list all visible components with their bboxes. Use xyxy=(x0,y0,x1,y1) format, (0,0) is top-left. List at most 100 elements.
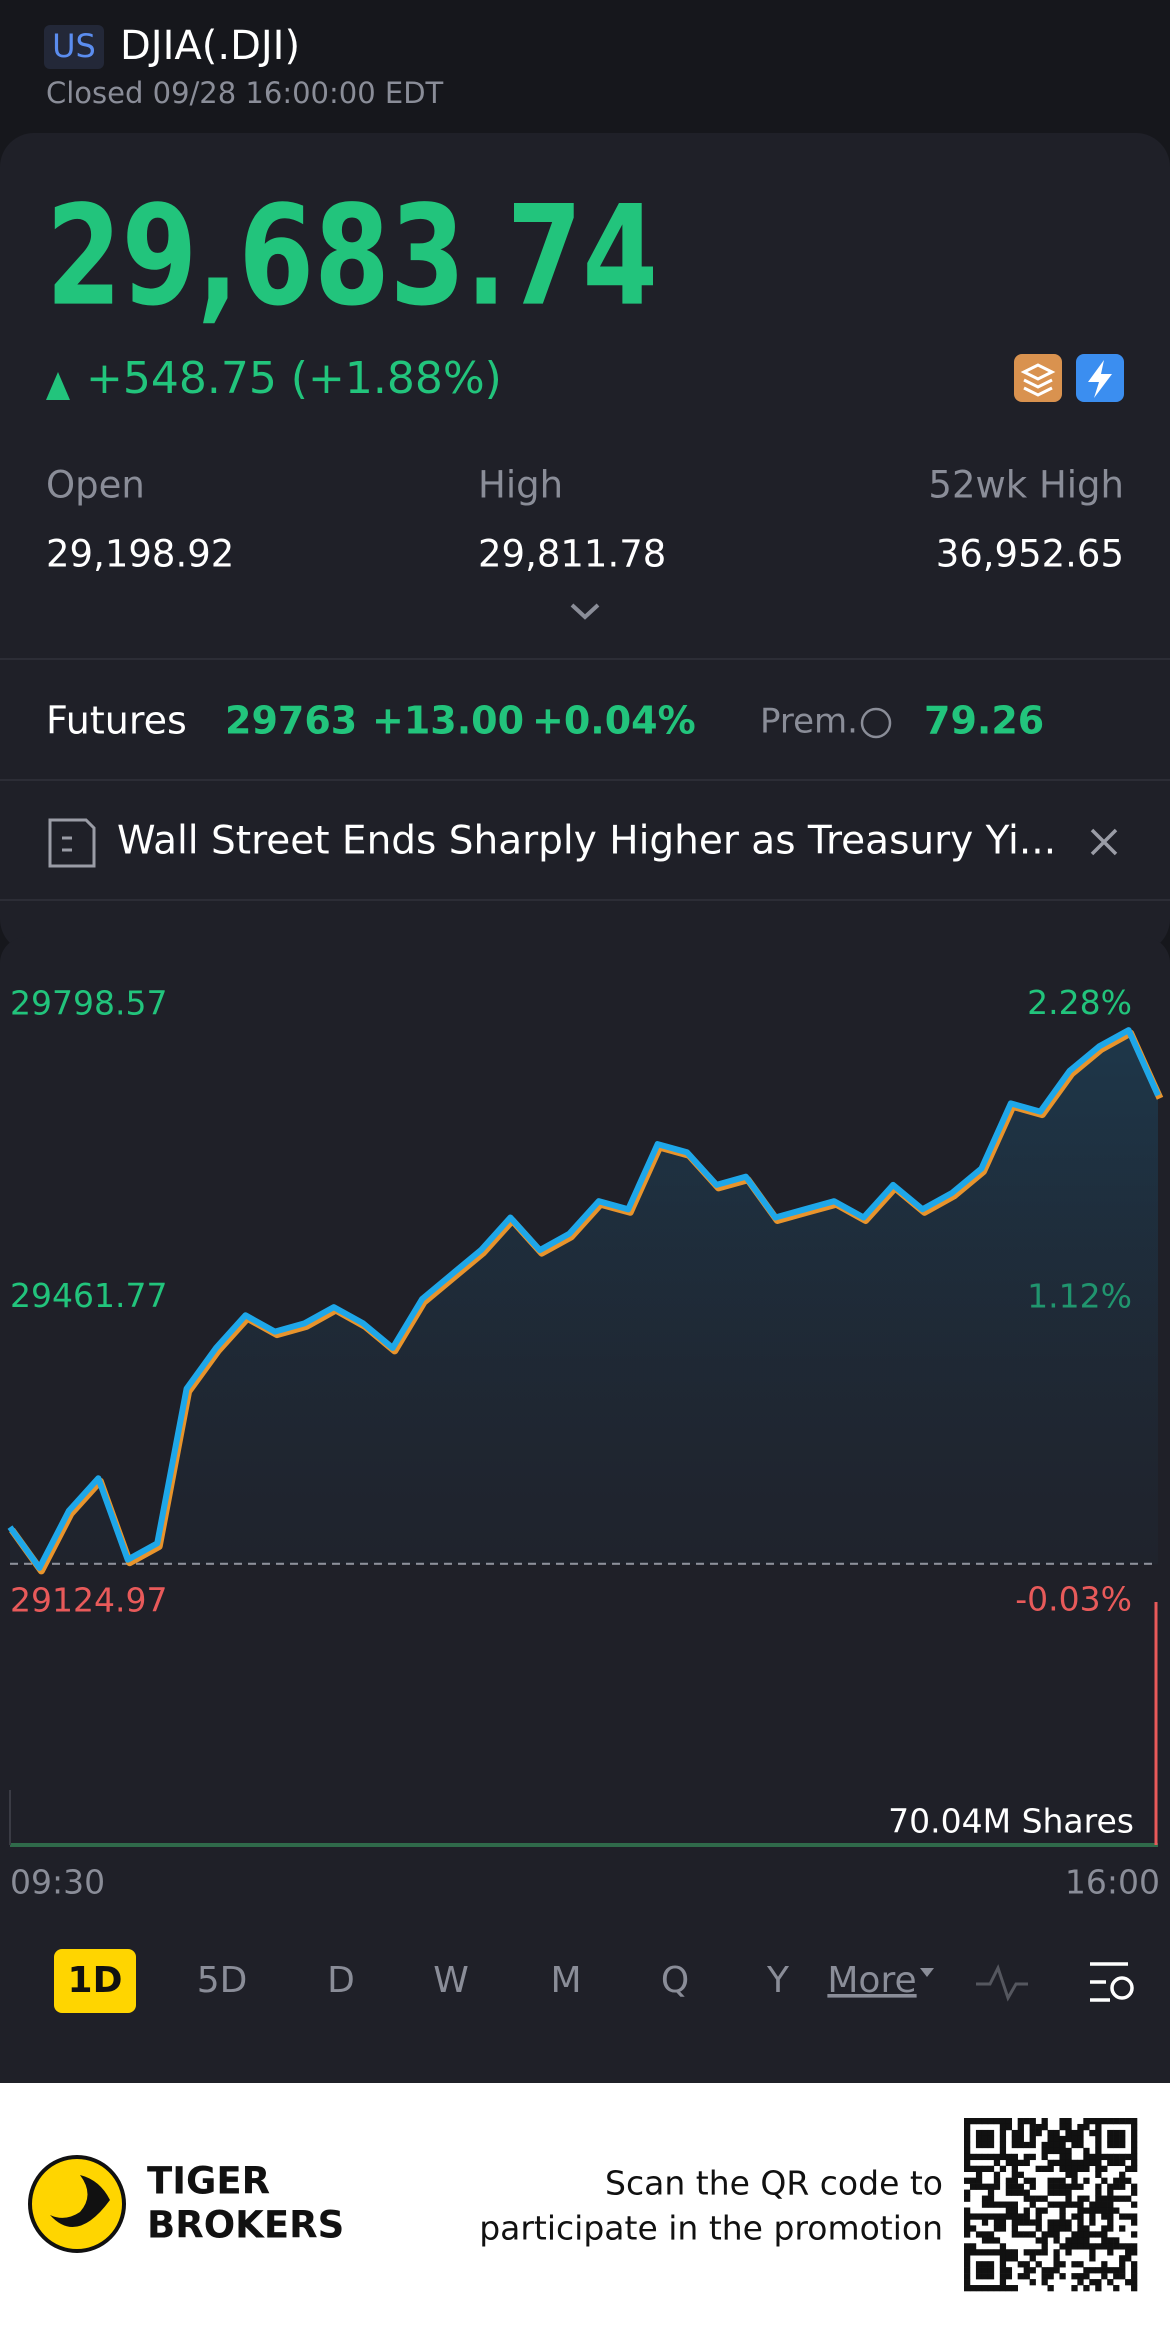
qr-module xyxy=(1077,2159,1084,2167)
qr-module xyxy=(1059,2261,1066,2268)
period-tab[interactable]: W xyxy=(433,1960,469,2001)
qr-module xyxy=(1089,2213,1096,2220)
period-tab[interactable]: More xyxy=(827,1960,916,2001)
qr-module xyxy=(969,2183,977,2190)
qr-module xyxy=(1083,2267,1090,2274)
news-close[interactable] xyxy=(1090,828,1118,856)
period-tab[interactable]: 5D xyxy=(197,1960,248,2001)
settings-icon[interactable] xyxy=(1090,1962,1128,2002)
qr-module xyxy=(1059,2189,1066,2196)
qr-module xyxy=(1107,2249,1114,2256)
qr-module xyxy=(1065,2165,1072,2172)
qr-module xyxy=(1017,2159,1024,2167)
qr-module xyxy=(975,2171,983,2178)
expand-chevron[interactable] xyxy=(570,603,600,620)
qr-module xyxy=(1113,2243,1120,2250)
qr-module xyxy=(1065,2249,1072,2256)
qr-module xyxy=(969,2118,977,2125)
qr-module xyxy=(1059,2123,1066,2131)
qr-module xyxy=(999,2213,1007,2220)
qr-module xyxy=(1071,2141,1078,2149)
qr-module xyxy=(1029,2118,1036,2125)
qr-module xyxy=(993,2285,1001,2292)
qr-module xyxy=(1107,2159,1114,2167)
qr-module xyxy=(1131,2183,1138,2190)
y-tick-label: 29124.97 xyxy=(10,1580,167,1619)
qr-module xyxy=(1119,2225,1126,2232)
qr-module xyxy=(987,2237,995,2244)
qr-module xyxy=(1035,2225,1042,2232)
qr-module xyxy=(1047,2159,1054,2167)
qr-module xyxy=(1029,2249,1036,2256)
qr-module xyxy=(1053,2249,1060,2256)
qr-module xyxy=(1029,2267,1036,2274)
qr-module xyxy=(981,2153,989,2161)
premium-info-icon[interactable] xyxy=(860,707,892,739)
qr-module xyxy=(964,2249,971,2256)
qr-module xyxy=(1017,2183,1024,2190)
qr-module xyxy=(1095,2159,1102,2167)
qr-module xyxy=(1119,2183,1126,2190)
qr-module xyxy=(1119,2195,1126,2202)
qr-module xyxy=(1131,2285,1138,2292)
qr-module xyxy=(999,2249,1007,2256)
qr-module xyxy=(981,2183,989,2190)
qr-module xyxy=(1023,2153,1030,2161)
qr-module xyxy=(1005,2123,1013,2131)
qr-module xyxy=(1047,2177,1054,2184)
qr-module xyxy=(1119,2261,1126,2268)
qr-module xyxy=(1059,2159,1066,2167)
qr-module xyxy=(1011,2207,1018,2214)
period-tab[interactable]: Q xyxy=(661,1960,689,2001)
period-tab[interactable]: Y xyxy=(766,1960,790,2001)
indicator-icon[interactable] xyxy=(976,1964,1028,2002)
premium: 79.26 xyxy=(924,699,1044,743)
qr-module xyxy=(1065,2159,1072,2167)
qr-module xyxy=(1119,2118,1126,2125)
qr-module xyxy=(1029,2183,1036,2190)
qr-module xyxy=(1035,2165,1042,2172)
qr-module xyxy=(981,2249,989,2256)
period-tab[interactable]: D xyxy=(327,1960,355,2001)
qr-module xyxy=(999,2118,1007,2125)
qr-module xyxy=(1071,2243,1078,2250)
qr-module xyxy=(1011,2135,1018,2143)
period-tab[interactable]: 1D xyxy=(68,1960,123,2001)
qr-module xyxy=(1113,2285,1120,2292)
stat-label: 52wk High xyxy=(928,464,1124,507)
qr-module xyxy=(1005,2183,1013,2190)
qr-module xyxy=(975,2261,983,2268)
qr-module xyxy=(1107,2183,1114,2190)
qr-module xyxy=(993,2177,1001,2184)
qr-module xyxy=(1065,2201,1072,2208)
qr-module xyxy=(1041,2123,1048,2131)
qr-module xyxy=(999,2147,1007,2155)
qr-module xyxy=(1005,2118,1013,2125)
qr-module xyxy=(1125,2177,1132,2184)
qr-module xyxy=(987,2261,995,2268)
qr-module xyxy=(975,2267,983,2274)
qr-module xyxy=(1089,2207,1096,2214)
qr-module xyxy=(1101,2195,1108,2202)
more-caret xyxy=(920,1968,934,1977)
settings-icon-eye[interactable] xyxy=(1110,1976,1134,2000)
qr-module xyxy=(1035,2261,1042,2268)
qr-module xyxy=(1119,2267,1126,2274)
qr-module xyxy=(964,2243,971,2250)
qr-module xyxy=(1023,2207,1030,2214)
qr-module xyxy=(1083,2237,1090,2244)
qr-module xyxy=(964,2165,971,2172)
qr-module xyxy=(1107,2237,1114,2244)
stat-value: 29,198.92 xyxy=(46,533,234,576)
period-tab[interactable]: M xyxy=(550,1960,581,2001)
news-headline[interactable]: Wall Street Ends Sharply Higher as Treas… xyxy=(117,819,1056,864)
qr-module xyxy=(1005,2285,1013,2292)
qr-module xyxy=(1023,2189,1030,2196)
qr-module xyxy=(1095,2141,1102,2149)
qr-module xyxy=(1095,2135,1102,2143)
qr-module xyxy=(999,2267,1007,2274)
qr-module xyxy=(1083,2225,1090,2232)
qr-module xyxy=(1077,2123,1084,2131)
qr-module xyxy=(1101,2237,1108,2244)
qr-module xyxy=(1065,2147,1072,2155)
